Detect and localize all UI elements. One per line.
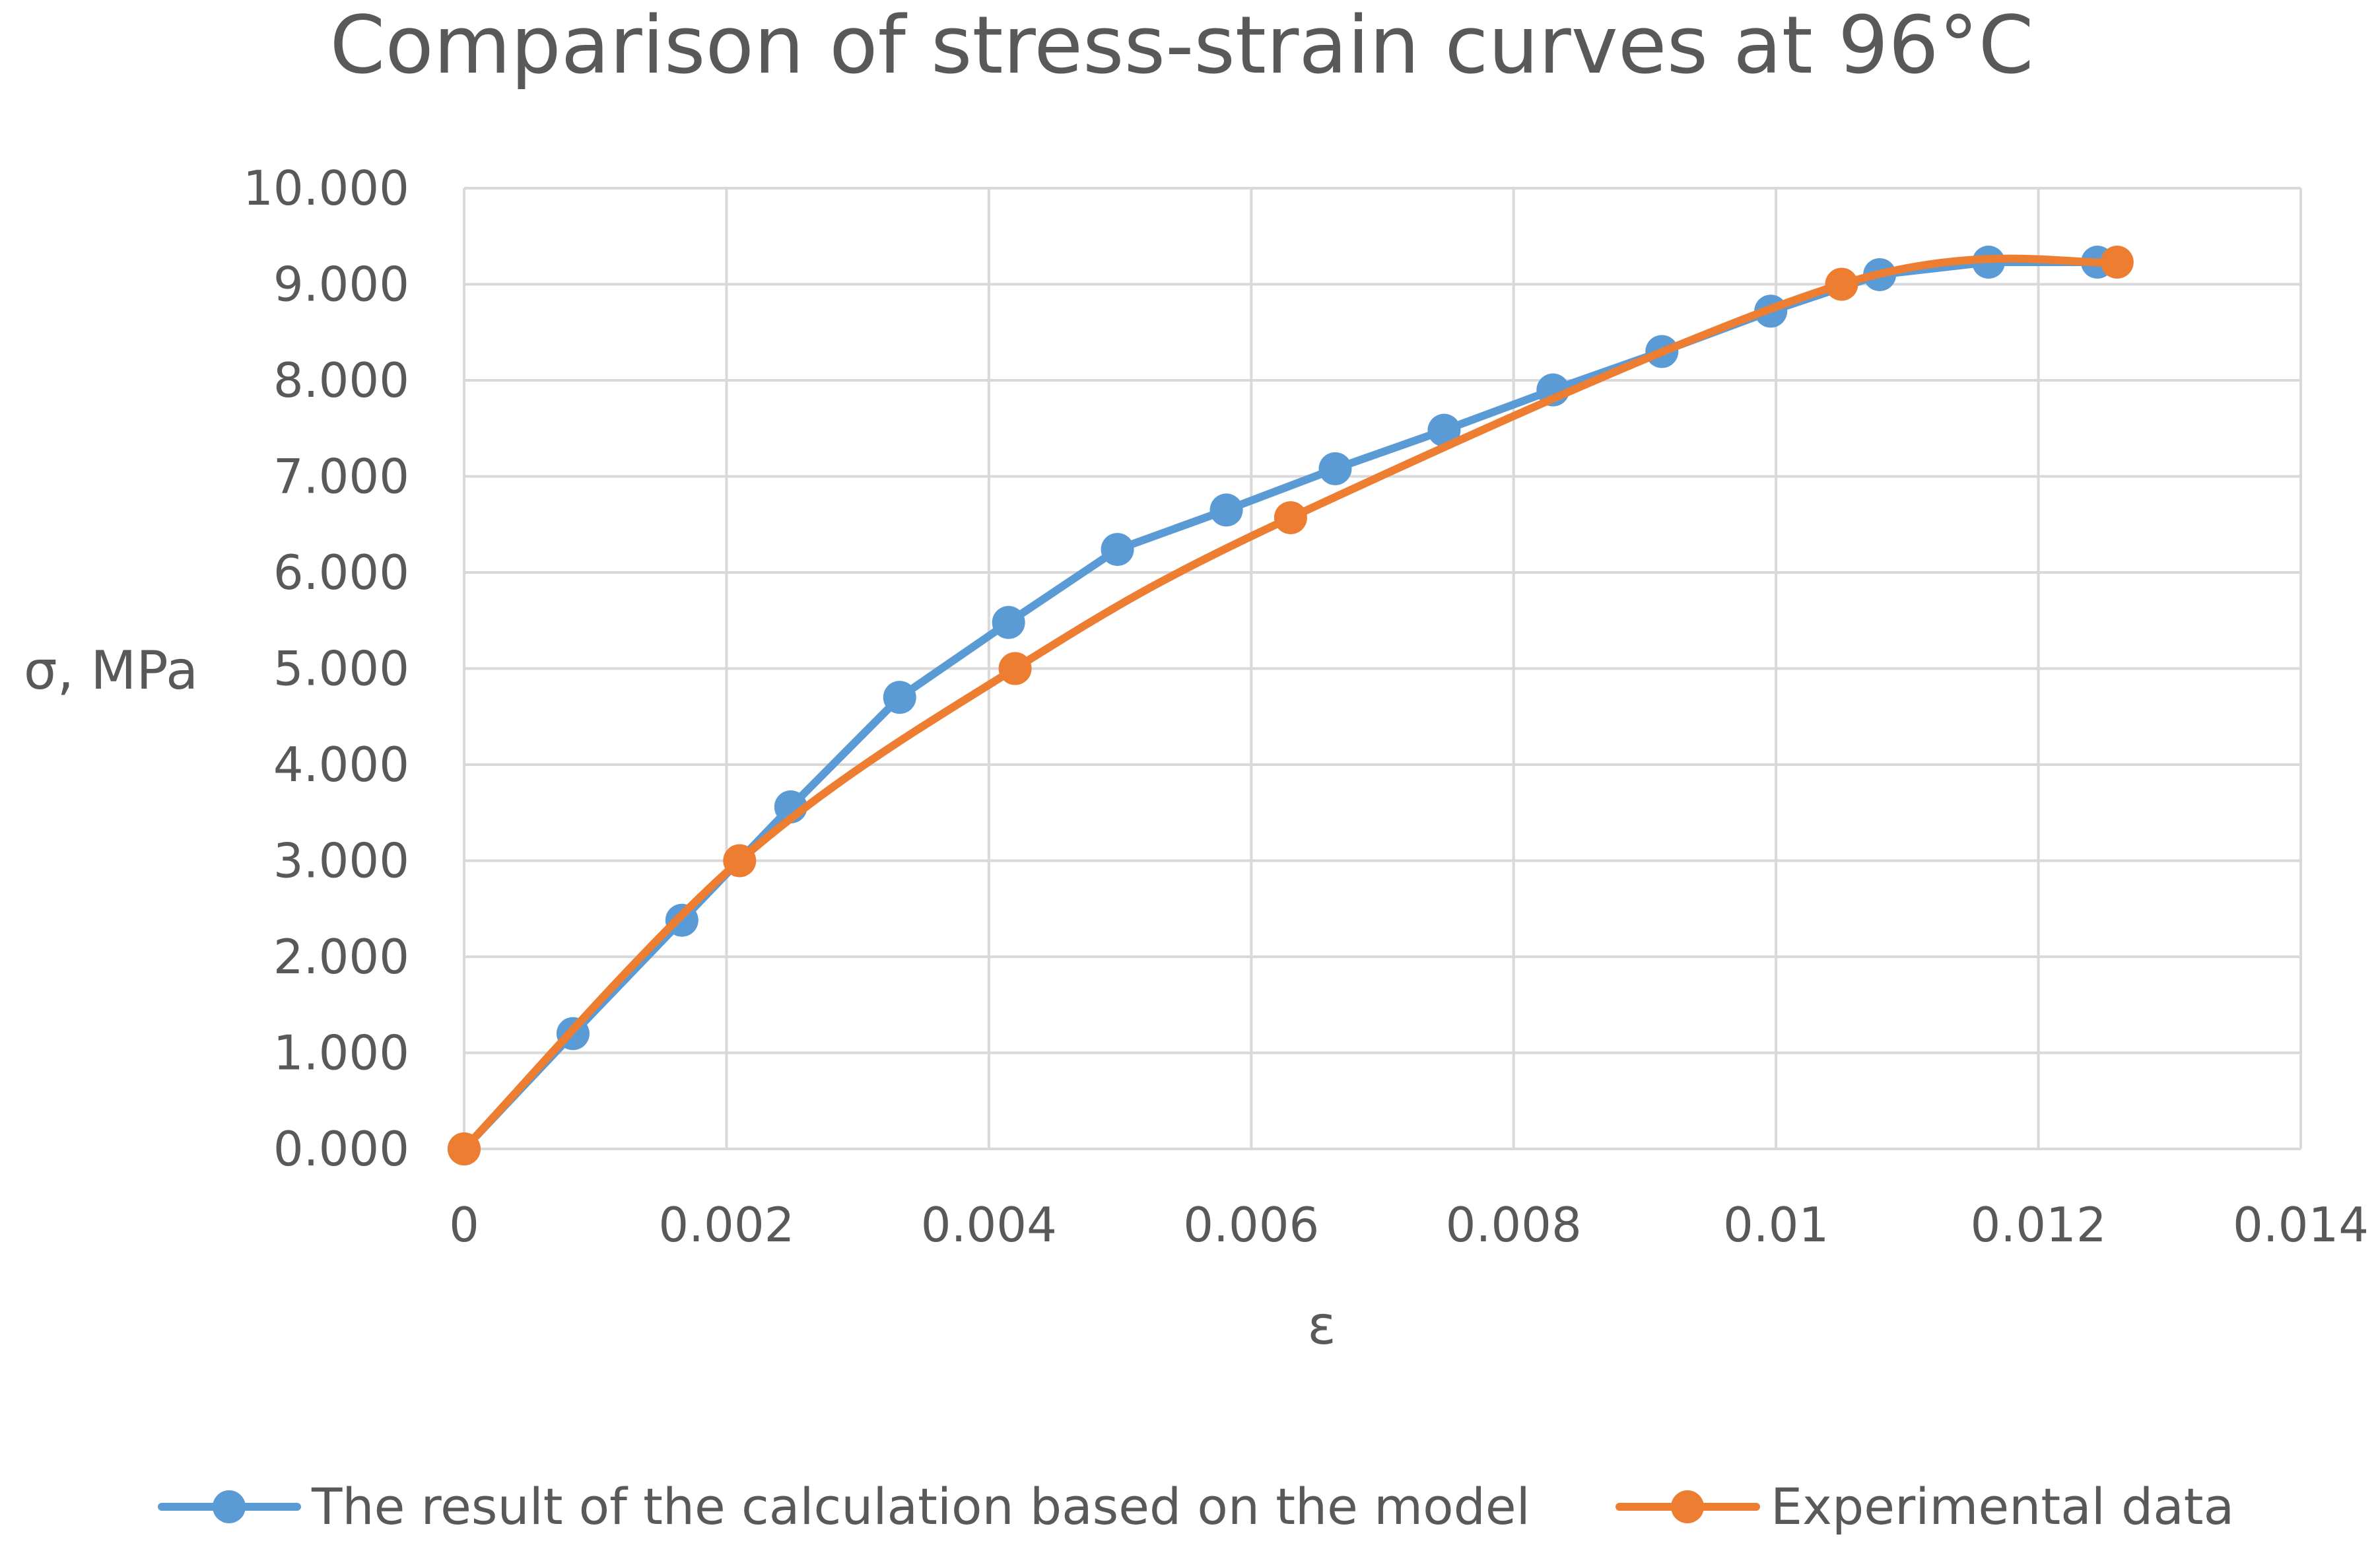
y-tick-label: 1.000 [273, 1025, 409, 1081]
y-axis-label: σ, MPa [24, 640, 198, 701]
data-point-model [992, 605, 1025, 639]
y-tick-label: 0.000 [273, 1121, 409, 1177]
x-tick-label: 0.004 [921, 1197, 1057, 1253]
x-tick-label: 0.006 [1183, 1197, 1319, 1253]
x-axis-label: ε [1307, 1295, 1336, 1356]
y-tick-label: 8.000 [273, 353, 409, 408]
data-point-experimental [998, 652, 1032, 685]
series-line-experimental [460, 254, 2121, 1153]
y-tick-label: 4.000 [273, 737, 409, 792]
legend-marker-experimental [1671, 1490, 1704, 1523]
x-tick-label: 0.002 [658, 1197, 794, 1253]
gridlines [463, 187, 2302, 1150]
y-axis-ticks: 0.000 1.000 2.000 3.000 4.000 5.000 6.000 7.000… [243, 160, 409, 1177]
chart-title: Comparison of stress-strain curves at 96… [330, 0, 2034, 92]
data-point-experimental [1825, 267, 1858, 301]
x-tick-label: 0.01 [1723, 1197, 1829, 1253]
y-tick-label: 7.000 [273, 449, 409, 504]
legend-label-model: The result of the calculation based on t… [311, 1477, 1530, 1536]
legend-item-model: The result of the calculation based on t… [158, 1477, 1530, 1536]
legend-label-experimental: Experimental data [1771, 1477, 2234, 1536]
x-axis-ticks: 0 0.002 0.004 0.006 0.008 0.01 0.012 0.014 [449, 1197, 2369, 1253]
data-point-model [1427, 413, 1461, 447]
x-tick-label: 0.012 [1971, 1197, 2107, 1253]
series-line-model [460, 258, 2101, 1153]
data-point-model [1318, 452, 1352, 485]
x-tick-label: 0 [449, 1197, 479, 1253]
y-tick-label: 3.000 [273, 833, 409, 889]
legend-item-experimental: Experimental data [1615, 1477, 2234, 1536]
y-tick-label: 9.000 [273, 257, 409, 312]
x-tick-label: 0.014 [2233, 1197, 2369, 1253]
y-tick-label: 2.000 [273, 929, 409, 984]
y-tick-label: 10.000 [243, 160, 409, 216]
data-point-experimental [448, 1132, 481, 1165]
data-point-experimental [723, 844, 757, 878]
series-layer [448, 246, 2134, 1165]
series-model [448, 246, 2114, 1165]
series-experimental [448, 246, 2134, 1165]
legend: The result of the calculation based on t… [158, 1477, 2234, 1536]
data-point-model [1209, 493, 1243, 527]
data-point-model [1101, 533, 1134, 567]
data-point-experimental [1274, 501, 1307, 535]
x-tick-label: 0.008 [1446, 1197, 1582, 1253]
data-point-experimental [2100, 246, 2134, 279]
y-tick-label: 5.000 [273, 641, 409, 697]
data-point-model [883, 681, 916, 714]
legend-marker-model [213, 1490, 246, 1523]
y-tick-label: 6.000 [273, 545, 409, 600]
